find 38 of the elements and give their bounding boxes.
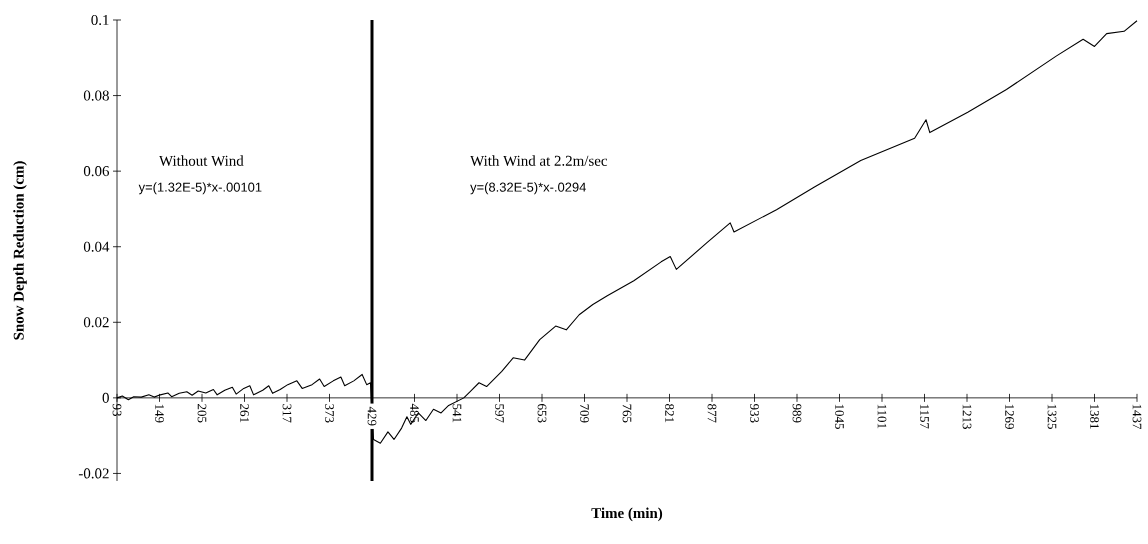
x-tick-label: 149 [155, 404, 164, 423]
x-tick-label: 821 [665, 404, 674, 423]
annotation: y=(8.32E-5)*x-.0294 [470, 182, 586, 195]
y-axis-title: Snow Depth Reduction (cm) [13, 161, 27, 340]
x-tick-label: 933 [750, 403, 759, 423]
x-tick-label: 989 [792, 403, 802, 423]
annotation: Without Wind [159, 155, 244, 166]
x-axis-title: Time (min) [591, 507, 663, 522]
x-tick-label: 429 [367, 406, 377, 426]
x-tick-label: 1213 [962, 404, 972, 429]
x-tick-label: 261 [240, 404, 249, 423]
x-tick-label: 541 [452, 404, 462, 423]
y-tick-label: 0.1 [91, 14, 109, 26]
x-tick-label: 653 [537, 404, 547, 423]
x-tick-label: 1269 [1005, 404, 1014, 429]
x-tick-label: 709 [580, 404, 589, 423]
x-tick-label: 1045 [835, 404, 844, 429]
x-tick-label: 317 [282, 404, 292, 423]
x-tick-label: 765 [622, 404, 632, 423]
x-tick-label: 1437 [1132, 404, 1142, 430]
x-tick-label: 1325 [1047, 404, 1057, 429]
y-tick-label: 0.08 [83, 90, 109, 101]
x-tick-label: 877 [707, 404, 717, 423]
x-tick-label: 1101 [877, 404, 887, 429]
x-tick-label: 597 [495, 404, 504, 423]
y-tick-label: 0.02 [83, 317, 109, 328]
y-tick-label: -0.02 [78, 468, 109, 479]
y-tick-label: 0.06 [83, 166, 110, 177]
x-tick-label: 373 [325, 404, 334, 423]
x-tick-label: 93 [112, 403, 122, 417]
y-tick-label: 0.04 [83, 241, 110, 252]
x-tick-label: 485 [410, 403, 419, 423]
x-tick-label: 1381 [1090, 404, 1099, 429]
annotation: With Wind at 2.2m/sec [470, 155, 608, 166]
x-tick-label: 205 [197, 404, 207, 423]
y-tick-label: 0 [102, 392, 109, 403]
annotation: y=(1.32E-5)*x-.00101 [138, 182, 262, 195]
x-tick-label: 1157 [920, 404, 929, 429]
